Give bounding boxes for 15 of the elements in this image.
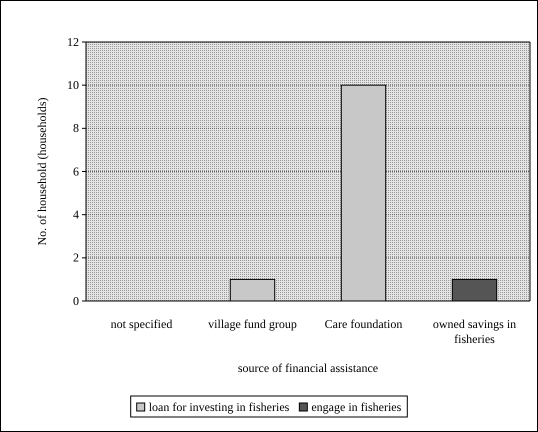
y-tick-label: 10 bbox=[67, 78, 79, 92]
y-axis-title: No. of household (households) bbox=[35, 98, 49, 246]
y-tick-label: 12 bbox=[67, 34, 79, 49]
y-tick-label: 0 bbox=[73, 294, 79, 308]
x-tick-label: Care foundation bbox=[324, 317, 402, 331]
y-tick-label: 8 bbox=[73, 121, 79, 136]
x-tick-label: village fund group bbox=[208, 317, 297, 331]
y-tick-label: 4 bbox=[73, 208, 79, 222]
legend-label: engage in fisheries bbox=[311, 400, 402, 414]
legend-label: loan for investing in fisheries bbox=[148, 400, 290, 414]
x-tick-label: not specified bbox=[110, 317, 172, 331]
y-tick-label: 2 bbox=[73, 250, 79, 265]
x-tick-label: owned savings in fisheries bbox=[432, 317, 516, 346]
x-axis-title: source of financial assistance bbox=[238, 361, 378, 375]
y-tick-label: 6 bbox=[73, 164, 79, 178]
